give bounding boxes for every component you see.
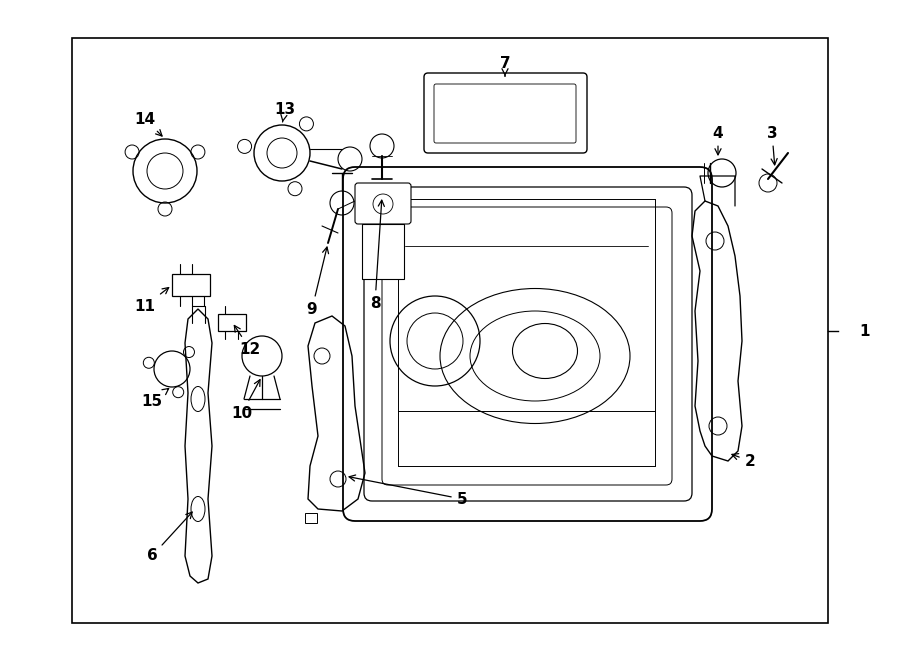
Bar bbox=[305, 513, 317, 523]
Text: 4: 4 bbox=[713, 126, 724, 155]
Text: 7: 7 bbox=[500, 56, 510, 76]
FancyBboxPatch shape bbox=[424, 73, 587, 153]
Text: 8: 8 bbox=[370, 200, 384, 311]
Text: 5: 5 bbox=[349, 475, 467, 506]
FancyBboxPatch shape bbox=[382, 207, 672, 485]
Text: 3: 3 bbox=[767, 126, 778, 165]
FancyBboxPatch shape bbox=[355, 183, 411, 224]
Bar bbox=[72, 38, 828, 623]
FancyBboxPatch shape bbox=[343, 167, 712, 521]
FancyBboxPatch shape bbox=[434, 84, 576, 143]
Text: 15: 15 bbox=[141, 389, 168, 408]
Text: 12: 12 bbox=[234, 325, 261, 356]
Text: 9: 9 bbox=[307, 247, 328, 317]
Text: 11: 11 bbox=[134, 288, 168, 313]
Text: 2: 2 bbox=[732, 453, 755, 469]
FancyBboxPatch shape bbox=[364, 187, 692, 501]
Text: 14: 14 bbox=[134, 112, 162, 136]
Bar bbox=[218, 314, 246, 331]
Bar bbox=[362, 224, 404, 279]
Text: 13: 13 bbox=[274, 102, 295, 122]
Text: 10: 10 bbox=[231, 379, 260, 420]
Text: 1: 1 bbox=[860, 323, 870, 338]
Bar bbox=[172, 274, 210, 296]
Text: 6: 6 bbox=[147, 512, 193, 563]
